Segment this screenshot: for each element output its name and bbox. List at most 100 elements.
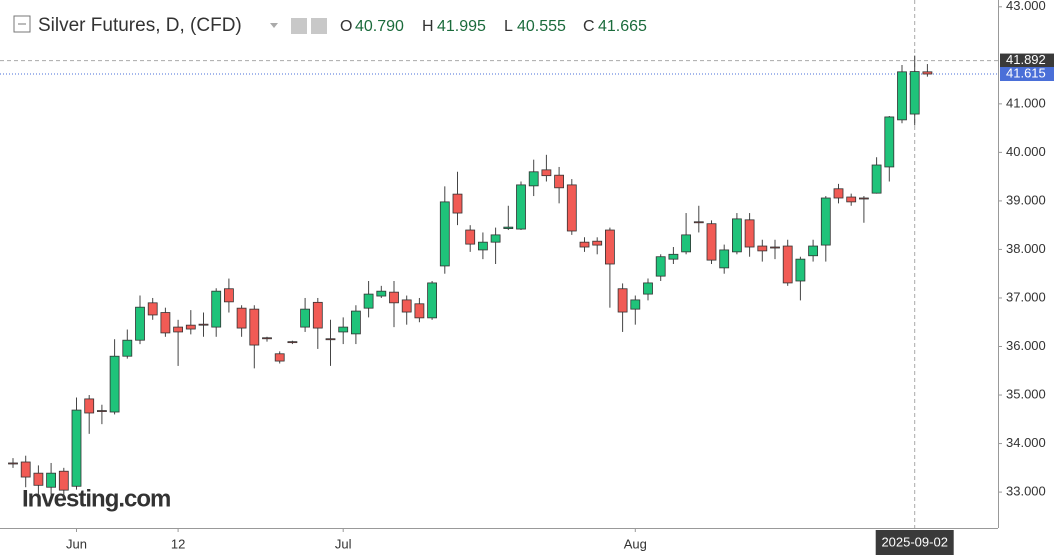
candle-body [211,290,222,328]
y-tick-label: 40.000 [1006,144,1046,159]
candle-body [287,341,298,344]
ohlc-value: 40.555 [517,18,566,35]
candle-body [884,116,895,168]
x-tick-label: Jul [335,536,352,551]
candle-body [528,171,539,187]
ohlc-value: 41.995 [437,18,486,35]
candle-body [414,303,425,319]
candle-body [719,249,730,269]
candle-body [33,472,44,486]
y-tick-label: 39.000 [1006,192,1046,207]
candle-body [490,234,501,243]
candle-body [401,299,412,313]
candle-body [871,164,882,194]
x-tick-label: Aug [624,536,647,551]
candle-body [846,196,857,203]
candle-body [795,258,806,282]
candle-body [681,234,691,253]
crosshair-date-label: 2025-09-02 [881,534,948,549]
ohlc-value: 41.665 [598,18,647,35]
candle-body [820,197,831,246]
candle-body [236,307,247,329]
candle-body [477,241,488,251]
candle-body [668,253,679,260]
candle-body [605,229,615,265]
candle-body [808,245,818,257]
candle-body [897,71,907,121]
y-tick-label: 35.000 [1006,386,1046,401]
crosshair-price-label: 41.892 [1006,52,1046,67]
candle-body [833,188,844,199]
ohlc-key: L [504,18,513,35]
candle-body [58,470,69,491]
y-tick-label: 33.000 [1006,484,1046,499]
candle-body [770,246,780,249]
candle-body [8,462,18,465]
candle-body [325,338,336,341]
candle-body [439,201,450,267]
candle-body [782,245,793,284]
crosshair-price-box [1000,53,1054,68]
candle-body [389,291,399,304]
candle-body [198,323,209,326]
eye-icon[interactable] [291,18,307,34]
candle-body [185,324,196,330]
candle-body [376,290,387,297]
settings-icon[interactable] [311,18,327,34]
candle-body [516,184,526,230]
candle-body [554,174,564,189]
candle-body [84,398,95,414]
candle-body [579,241,590,248]
candle-body [693,221,704,224]
y-tick-label: 36.000 [1006,338,1046,353]
candle-body [109,355,120,413]
candle-body [300,308,311,328]
candle-body [173,326,184,333]
candle-body [744,219,755,248]
candle-body [427,282,438,319]
candle-body [617,288,628,313]
ohlc-key: C [583,18,595,35]
y-tick-label: 34.000 [1006,435,1046,450]
candle-body [909,71,920,115]
candle-body [135,306,145,341]
candle-body [643,282,653,295]
candle-body [655,256,666,277]
candle-body [541,169,552,177]
candle-body [249,308,260,346]
y-tick-label: 43.000 [1006,0,1046,13]
y-tick-label: 37.000 [1006,289,1046,304]
watermark: Investing.com [22,485,170,512]
candle-body [363,293,374,309]
candle-body [706,223,717,261]
dropdown-icon[interactable] [270,23,278,28]
chart-title: Silver Futures, D, (CFD) [38,15,242,36]
candle-body [20,461,31,478]
candle-body [452,193,463,214]
candle-body [465,229,476,245]
candle-body [312,301,323,329]
candle-body [630,299,641,310]
y-tick-label: 41.000 [1006,95,1046,110]
candle-body [922,71,933,75]
candle-body [223,288,234,303]
crosshair-date-box [875,530,954,555]
x-tick-label: Jun [66,536,87,551]
candle-body [122,339,133,357]
last-price-label: 41.615 [1006,65,1046,80]
candle-body [859,197,869,200]
y-tick-label: 38.000 [1006,241,1046,256]
candle-body [147,302,158,316]
candle-body [97,410,107,412]
candle-body [566,184,577,232]
candle-body [274,353,285,362]
ohlc-value: 40.790 [355,18,404,35]
candle-body [71,409,82,487]
ohlc-key: O [340,18,352,35]
x-tick-label: 12 [171,536,185,551]
candle-body [503,226,514,229]
candle-body [350,310,361,335]
candle-body [757,245,768,252]
